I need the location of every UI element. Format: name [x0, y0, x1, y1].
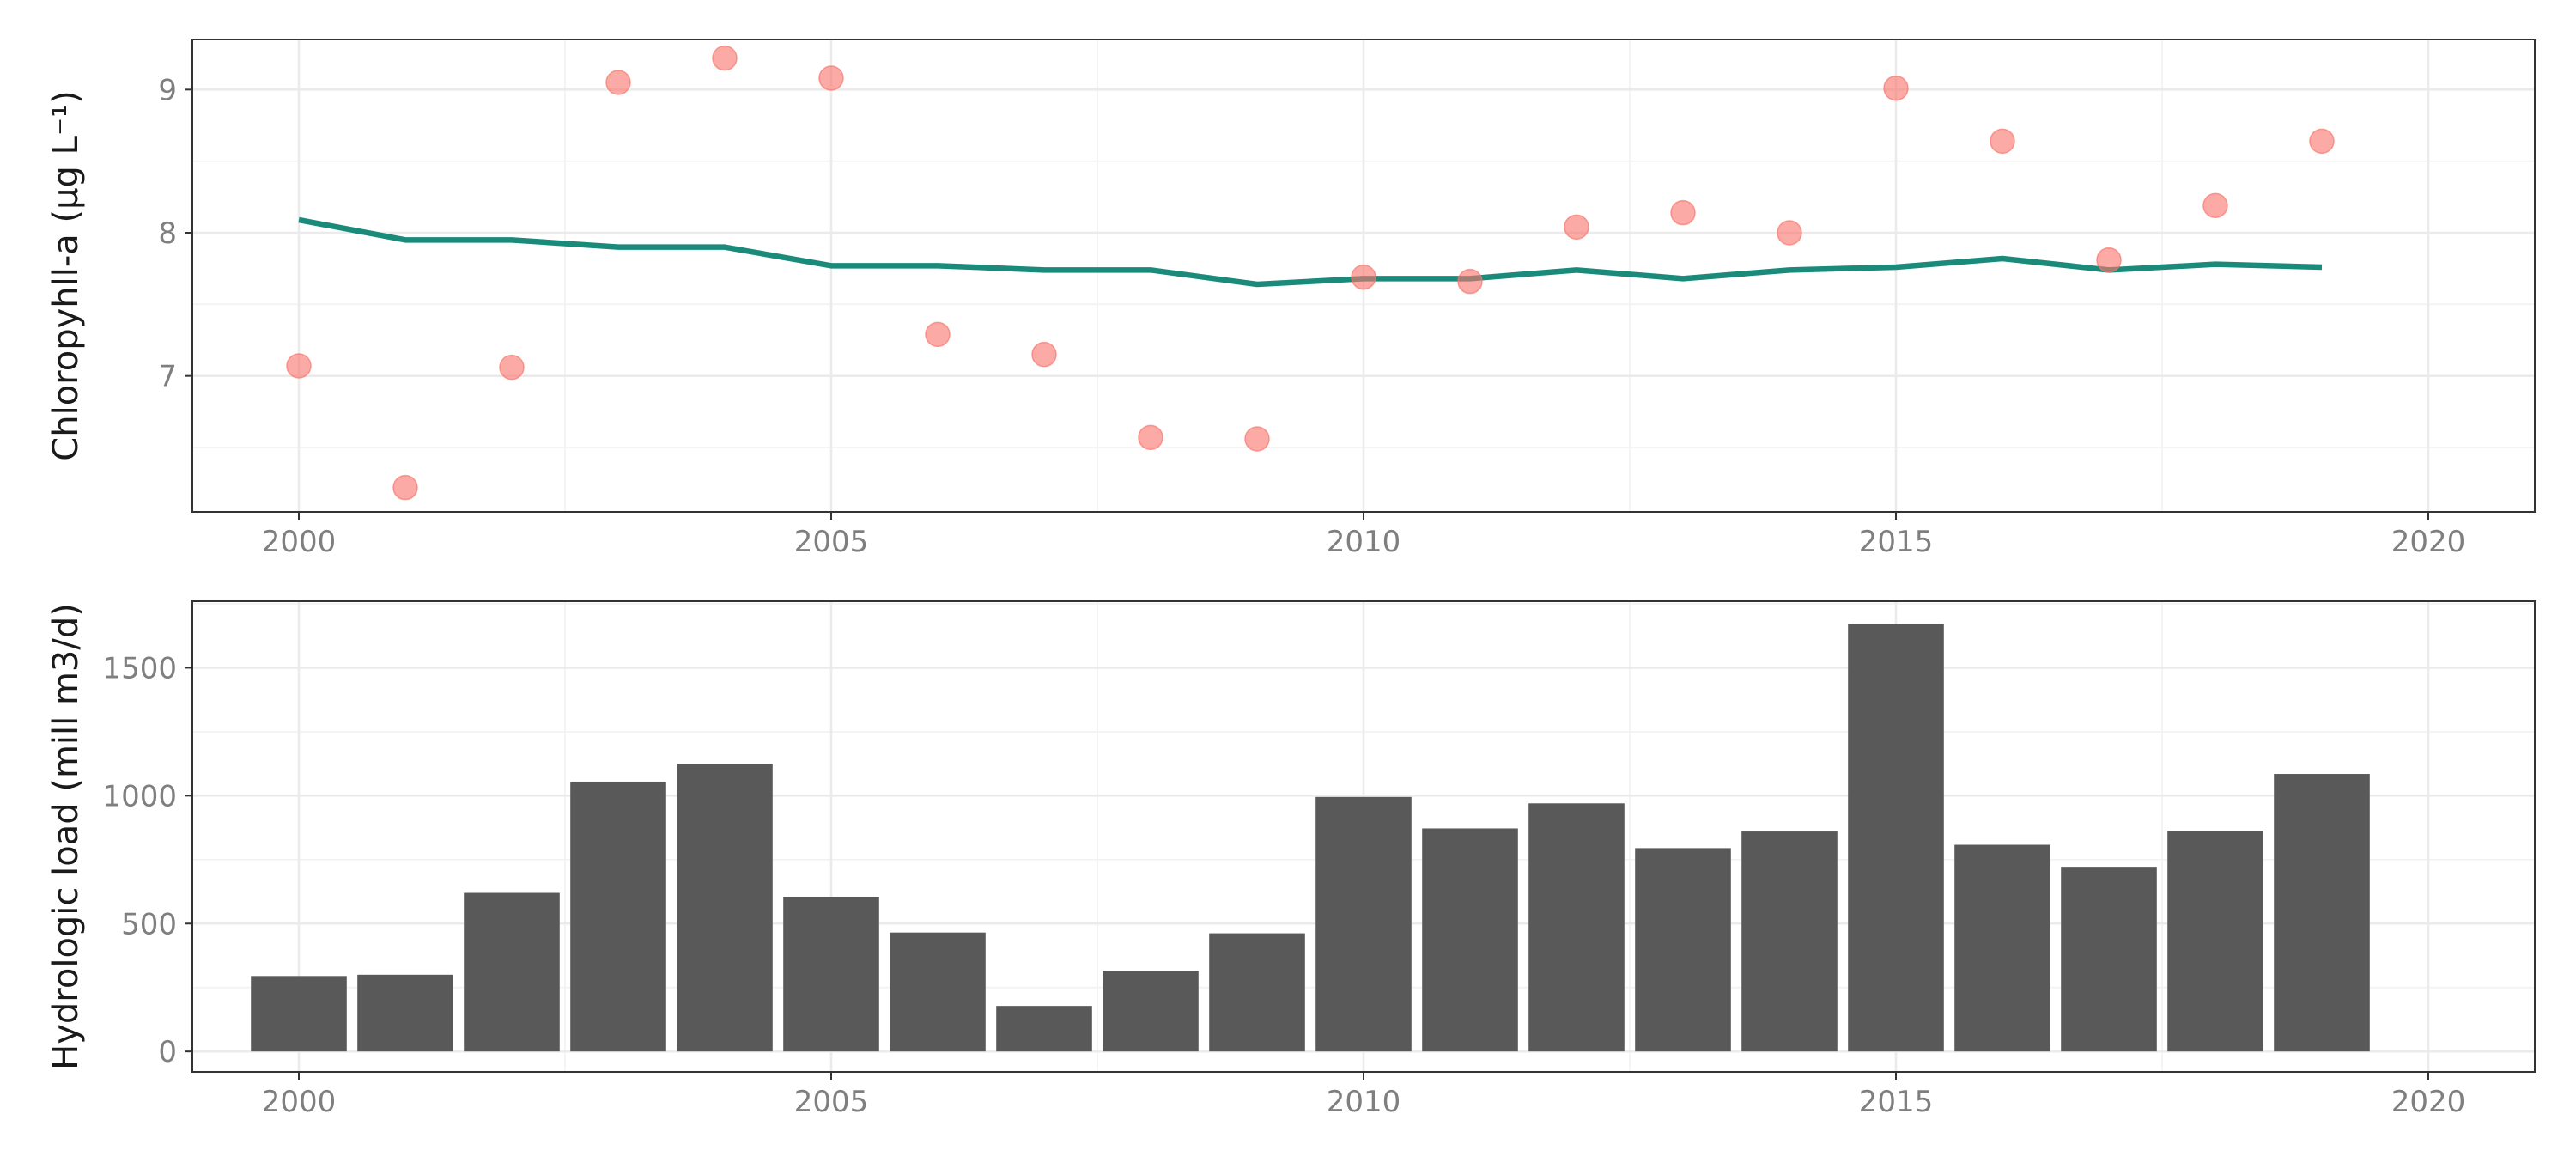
chart-panel-1: 2000 2005 2010 2015 2020 7 8 9 Chloropyhll-a (μg… — [46, 39, 2536, 559]
bar-2008 — [1103, 971, 1199, 1052]
bar-2013 — [1635, 848, 1731, 1052]
data-point-2011 — [1457, 268, 1483, 295]
x-tick-label: 2005 — [794, 525, 869, 559]
bar-2007 — [996, 1006, 1092, 1052]
trend-line — [298, 216, 2323, 288]
x-tick-label: 2020 — [2391, 525, 2466, 559]
data-point-2007 — [1031, 341, 1057, 368]
data-point-2010 — [1351, 264, 1376, 290]
bar-2006 — [890, 932, 986, 1052]
data-point-2001 — [392, 474, 418, 501]
y-tick-label: 1000 — [102, 779, 177, 813]
x-tick-label: 2010 — [1327, 525, 1401, 559]
bar-2012 — [1528, 803, 1625, 1052]
bar-2011 — [1422, 828, 1518, 1052]
data-point-2003 — [605, 70, 631, 95]
chart-panel-2: 2000 2005 2010 2015 2020 0 500 1000 1500 Hydrolog… — [46, 600, 2536, 1119]
bar-2016 — [1954, 844, 2050, 1052]
x-tick-label: 2000 — [262, 525, 337, 559]
bar-2015 — [1848, 624, 1944, 1052]
y-axis-title: Hydrologic load (mill m3/d) — [46, 603, 86, 1070]
bar-2017 — [2061, 867, 2157, 1052]
bar-2009 — [1209, 933, 1305, 1052]
y-axis-title: Chloropyhll-a (μg L⁻¹) — [46, 90, 86, 460]
data-point-2016 — [1990, 128, 2015, 155]
x-tick-label: 2020 — [2391, 1085, 2466, 1119]
bar-2000 — [251, 976, 347, 1052]
bar-2001 — [357, 974, 453, 1052]
x-tick-label: 2010 — [1327, 1085, 1401, 1119]
bar-2014 — [1741, 831, 1838, 1052]
y-tick-label: 7 — [158, 360, 177, 394]
data-point-2014 — [1777, 220, 1802, 246]
x-tick-label: 2000 — [262, 1085, 337, 1119]
bar-2019 — [2274, 774, 2370, 1052]
data-point-2006 — [925, 321, 951, 348]
data-point-2015 — [1883, 75, 1909, 101]
x-tick-label: 2005 — [794, 1085, 869, 1119]
y-tick-label: 1500 — [102, 651, 177, 685]
data-point-2017 — [2096, 247, 2122, 273]
bar-2003 — [570, 781, 666, 1052]
y-tick-label: 8 — [158, 216, 177, 251]
data-point-2013 — [1670, 199, 1696, 226]
bar-2004 — [677, 764, 773, 1052]
y-tick-label: 9 — [158, 73, 177, 107]
data-point-2009 — [1244, 426, 1270, 452]
data-point-2000 — [286, 353, 312, 379]
y-tick-label: 0 — [158, 1035, 177, 1069]
data-point-2008 — [1138, 424, 1163, 451]
data-point-2004 — [712, 45, 738, 71]
y-tick-label: 500 — [121, 907, 177, 941]
data-point-2018 — [2202, 192, 2228, 219]
data-point-2005 — [818, 65, 844, 91]
x-tick-label: 2015 — [1859, 525, 1934, 559]
bar-2002 — [464, 892, 560, 1052]
data-point-2002 — [499, 354, 525, 381]
data-point-2019 — [2309, 128, 2335, 155]
data-point-2012 — [1564, 214, 1589, 241]
x-tick-label: 2015 — [1859, 1085, 1934, 1119]
bar-2010 — [1315, 796, 1412, 1052]
bar-2005 — [783, 896, 879, 1052]
bar-2018 — [2167, 831, 2263, 1052]
